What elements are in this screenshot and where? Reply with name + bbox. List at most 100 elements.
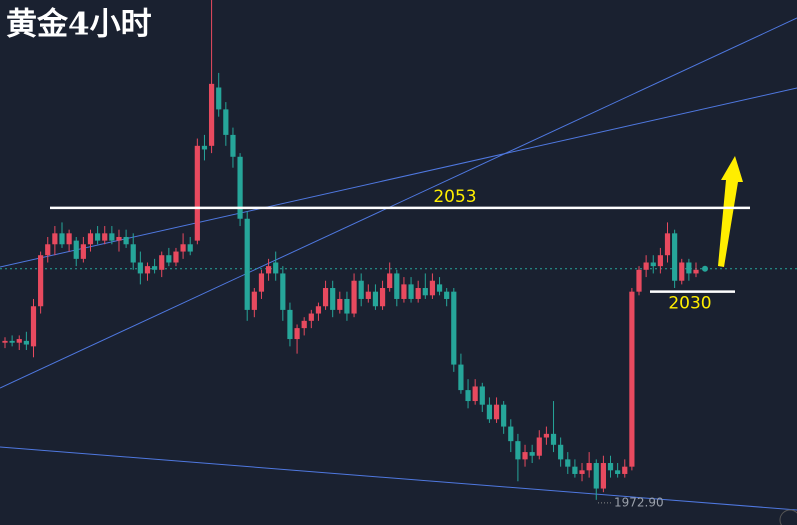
candle-body bbox=[337, 298, 343, 310]
candle-body bbox=[458, 364, 464, 391]
candle-body bbox=[87, 233, 94, 245]
candle-body bbox=[515, 441, 521, 460]
candle-body bbox=[615, 470, 621, 474]
candle-body bbox=[201, 145, 208, 150]
candle-body bbox=[52, 233, 58, 245]
candle-body bbox=[102, 233, 108, 241]
candle-body bbox=[280, 273, 286, 310]
candle-body bbox=[493, 404, 500, 420]
candle-body bbox=[208, 83, 215, 146]
candle-body bbox=[230, 134, 236, 157]
candle-body bbox=[387, 273, 393, 289]
candle-body bbox=[73, 240, 79, 259]
candle-body bbox=[244, 218, 250, 310]
candle-body bbox=[194, 145, 200, 241]
candle-body bbox=[180, 244, 186, 252]
candle-body bbox=[137, 262, 143, 274]
candle-body bbox=[23, 340, 29, 345]
trend-line bbox=[0, 446, 797, 511]
candle-body bbox=[415, 288, 421, 299]
level-label: 2053 bbox=[433, 187, 476, 207]
current-price-dot bbox=[702, 265, 708, 272]
candle-body bbox=[166, 255, 172, 263]
candle-body bbox=[444, 291, 450, 299]
candle-body bbox=[258, 273, 265, 292]
candle-body bbox=[287, 309, 293, 340]
candle-body bbox=[330, 288, 336, 310]
candle-body bbox=[650, 262, 656, 267]
candle-body bbox=[479, 386, 485, 405]
candle-body bbox=[543, 433, 550, 438]
candle-body bbox=[422, 288, 428, 296]
candle-body bbox=[130, 244, 136, 263]
candle-body bbox=[579, 470, 585, 474]
candle-body bbox=[408, 284, 414, 299]
chart-title: 黄金4小时 bbox=[6, 7, 152, 43]
candle-body bbox=[693, 269, 699, 274]
candle-body bbox=[45, 244, 51, 256]
candle-body bbox=[30, 306, 37, 347]
candle-body bbox=[664, 233, 671, 256]
candle-body bbox=[465, 390, 471, 402]
candle-body bbox=[109, 233, 115, 241]
candle-body bbox=[622, 466, 628, 474]
candle-body bbox=[501, 404, 507, 427]
candle-body bbox=[607, 463, 614, 471]
candle-body bbox=[657, 255, 663, 267]
candle-body bbox=[643, 262, 649, 270]
candle-body bbox=[237, 156, 243, 219]
candle-body bbox=[187, 244, 193, 252]
candle-body bbox=[536, 437, 542, 456]
candle-body bbox=[372, 291, 379, 307]
candle-body bbox=[294, 328, 300, 340]
candle-body bbox=[216, 87, 222, 110]
candle-body bbox=[151, 266, 158, 270]
candle-body bbox=[358, 280, 364, 299]
candle-body bbox=[429, 280, 436, 296]
candle-body bbox=[123, 236, 129, 245]
candle-body bbox=[600, 463, 606, 489]
candle-body bbox=[558, 444, 564, 460]
candle-body bbox=[679, 262, 685, 281]
candle-body bbox=[636, 269, 642, 292]
candle-body bbox=[344, 298, 350, 314]
candle-body bbox=[2, 340, 8, 343]
candle-body bbox=[315, 306, 322, 314]
candle-body bbox=[301, 320, 307, 329]
candle-body bbox=[365, 291, 371, 299]
trend-line bbox=[0, 17, 797, 389]
candle-body bbox=[144, 266, 151, 274]
candle-body bbox=[322, 288, 329, 307]
candle-body bbox=[59, 233, 65, 245]
candle-body bbox=[16, 339, 22, 343]
candle-body bbox=[251, 291, 257, 310]
candle-body bbox=[629, 291, 635, 467]
level-label: 2030 bbox=[668, 294, 711, 314]
candle-body bbox=[451, 291, 457, 365]
candle-body bbox=[273, 262, 279, 274]
candle-body bbox=[308, 313, 314, 321]
candle-body bbox=[472, 386, 478, 402]
candle-body bbox=[586, 463, 592, 471]
candle-body bbox=[686, 262, 692, 274]
candle-body bbox=[394, 273, 400, 299]
logo bbox=[779, 509, 797, 525]
candle-body bbox=[593, 463, 599, 489]
candle-body bbox=[379, 288, 386, 307]
candle-body bbox=[486, 404, 493, 420]
candle-body bbox=[550, 433, 557, 445]
candle-body bbox=[223, 109, 229, 135]
candle-body bbox=[38, 255, 44, 307]
candle-body bbox=[265, 266, 272, 274]
candle-body bbox=[522, 452, 528, 460]
candle-body bbox=[401, 284, 407, 299]
candle-body bbox=[672, 233, 678, 281]
arrow bbox=[718, 156, 743, 267]
candle-body bbox=[565, 459, 571, 467]
candle-body bbox=[529, 452, 535, 456]
candle-body bbox=[351, 280, 357, 314]
candle-body bbox=[159, 255, 165, 270]
